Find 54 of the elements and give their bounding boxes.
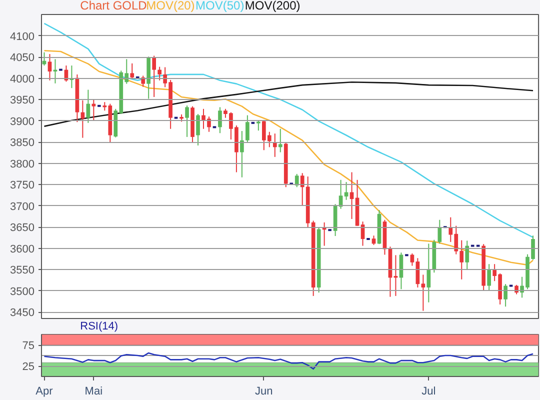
y-tick-label: 3850 <box>10 137 35 150</box>
candlestick <box>438 219 442 244</box>
candlestick <box>185 104 189 138</box>
y-tick-label: 75 <box>22 340 35 352</box>
candlestick <box>158 66 162 81</box>
y-tick-label: 3600 <box>10 243 35 256</box>
candlestick <box>48 54 52 81</box>
line-series <box>44 352 534 370</box>
candlestick <box>487 264 491 292</box>
candlestick <box>465 240 470 271</box>
x-tick-label: Jul <box>422 386 436 398</box>
y-tick-label: 3700 <box>10 200 35 213</box>
text: MOV(200) <box>244 0 300 12</box>
candlestick <box>426 243 431 303</box>
chart-title: Chart GOLD <box>80 0 148 12</box>
line-series <box>44 22 534 238</box>
candlestick <box>246 114 250 143</box>
candlestick <box>196 113 200 146</box>
text: MOV(50) <box>196 0 244 12</box>
candlestick <box>92 99 96 121</box>
candlestick <box>504 284 508 308</box>
x-tick-label: Apr <box>36 386 54 398</box>
text: MOV(20) <box>146 0 195 12</box>
y-tick-label: 3750 <box>10 180 35 192</box>
candlestick <box>218 106 222 134</box>
line-series <box>44 81 534 127</box>
candlestick <box>86 89 90 124</box>
x-tick-label: Mai <box>84 386 103 398</box>
y-tick-label: 3500 <box>10 286 35 298</box>
candlestick <box>256 120 260 132</box>
candlestick <box>344 182 348 200</box>
y-tick-label: 4100 <box>10 30 35 43</box>
candlestick <box>278 128 282 153</box>
chart-title: RSI(14) <box>80 320 118 332</box>
candlestick <box>141 75 146 88</box>
y-tick-label: 3800 <box>10 158 35 170</box>
y-tick-label: 3450 <box>10 307 35 320</box>
y-tick-label: 3900 <box>10 116 35 128</box>
y-tick-label: 3950 <box>10 94 35 107</box>
candlestick <box>421 274 426 312</box>
candlestick <box>240 130 244 178</box>
line-series <box>44 50 534 266</box>
candlestick <box>350 172 354 220</box>
candlestick <box>294 173 299 188</box>
y-tick-label: 4050 <box>10 52 35 64</box>
y-tick-label: 4000 <box>10 73 35 86</box>
y-tick-label: 3650 <box>10 222 35 234</box>
candlestick <box>130 62 134 80</box>
candlestick <box>410 252 414 266</box>
x-tick-label: Jun <box>255 386 273 398</box>
candlestick <box>152 55 156 98</box>
candlestick <box>372 235 376 246</box>
y-tick-label: 25 <box>22 361 35 373</box>
y-tick-label: 3550 <box>10 264 35 277</box>
